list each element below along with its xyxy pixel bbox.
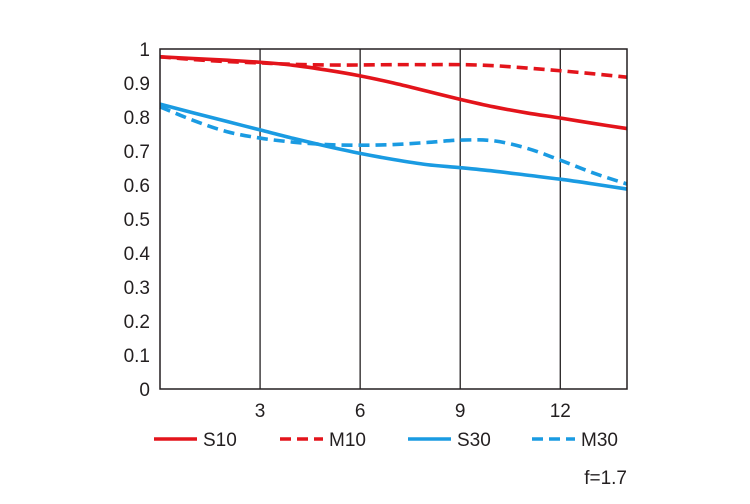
y-tick-label: 1 xyxy=(139,40,150,61)
y-tick-label: 0.2 xyxy=(124,312,150,333)
y-tick-label: 0 xyxy=(139,380,150,401)
legend-label-m10: M10 xyxy=(329,430,366,451)
aperture-note: f=1.7 xyxy=(584,468,627,489)
x-tick-label: 6 xyxy=(355,401,366,422)
series-line-s30 xyxy=(159,102,628,191)
legend-label-m30: M30 xyxy=(581,430,618,451)
legend: S10 M10 S30 M30 xyxy=(154,430,618,451)
y-axis-tick-labels: 0 0.1 0.2 0.3 0.4 0.5 0.6 0.7 0.8 0.9 1 xyxy=(124,40,151,401)
y-tick-label: 0.8 xyxy=(124,108,150,129)
y-tick-label: 0.3 xyxy=(124,278,150,299)
x-axis-tick-labels: 3 6 9 12 xyxy=(255,401,571,422)
legend-label-s10: S10 xyxy=(203,430,237,451)
y-tick-label: 0.6 xyxy=(124,176,150,197)
x-tick-label: 3 xyxy=(255,401,266,422)
legend-label-s30: S30 xyxy=(457,430,491,451)
y-tick-label: 0.7 xyxy=(124,142,150,163)
y-tick-label: 0.9 xyxy=(124,74,150,95)
series-line-s10 xyxy=(159,55,628,131)
plot-frame xyxy=(159,48,628,390)
grid-lines xyxy=(259,49,561,389)
series-line-m10 xyxy=(159,55,628,80)
x-tick-label: 12 xyxy=(550,401,571,422)
y-tick-label: 0.4 xyxy=(124,244,151,265)
data-series xyxy=(159,55,628,191)
series-line-m30 xyxy=(159,105,628,186)
x-tick-label: 9 xyxy=(455,401,466,422)
y-tick-label: 0.1 xyxy=(124,346,150,367)
y-tick-label: 0.5 xyxy=(124,210,150,231)
